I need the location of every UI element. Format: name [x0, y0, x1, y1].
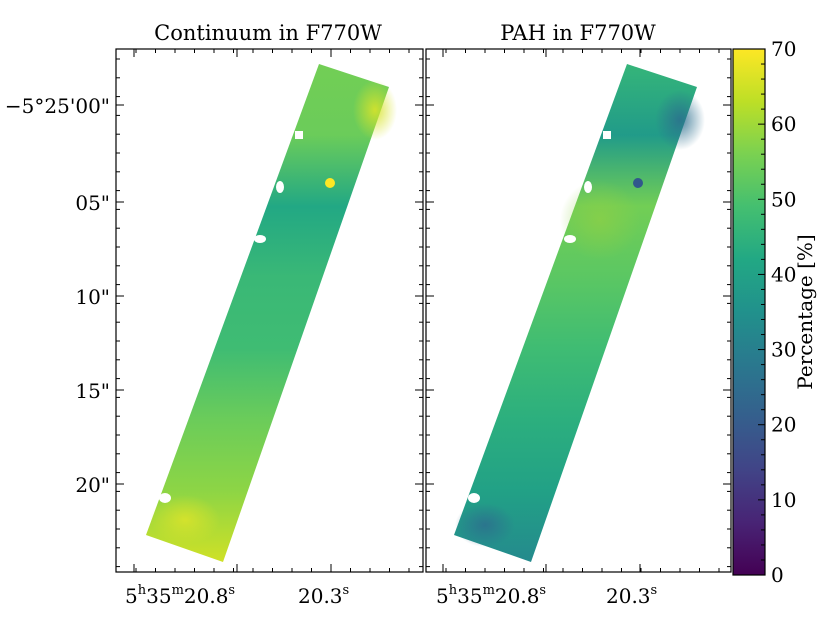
pah-ticks: [426, 49, 731, 572]
continuum-strip: [146, 64, 389, 562]
colorbar-tick-label: 70: [771, 37, 796, 61]
y-tick-label: 15": [75, 379, 110, 403]
y-tick-label: 10": [75, 285, 110, 309]
x-tick-label-ra-2: 20.3s: [298, 583, 349, 608]
pah-axes-frame: [425, 48, 732, 573]
pah-strip: [454, 64, 697, 562]
colorbar-ticks: 0 10 20 30 40 50 60 70: [758, 37, 796, 587]
colorbar-tick-label: 10: [771, 488, 796, 512]
y-tick-label: 20": [75, 473, 110, 497]
y-tick-label: 05": [75, 191, 110, 215]
pah-mask-3: [564, 235, 576, 243]
continuum-mask-4: [159, 493, 171, 503]
colorbar-tick-label: 40: [771, 262, 796, 286]
continuum-mask-2: [276, 181, 284, 193]
continuum-mask-3: [254, 235, 266, 243]
continuum-ticks: [116, 49, 423, 572]
pah-mask-4: [468, 493, 480, 503]
pah-mask-1: [603, 131, 611, 139]
pah-point-source: [633, 178, 643, 188]
continuum-mask-1: [295, 131, 303, 139]
continuum-bright-region-bottom: [150, 495, 220, 545]
panel-continuum: Continuum in F770W −5°25'00" 05" 10" 15"…: [5, 21, 424, 608]
colorbar-tick-label: 50: [771, 187, 796, 211]
pah-bright-region: [560, 180, 640, 260]
colorbar-tick-label: 20: [771, 413, 796, 437]
continuum-axes-frame: [115, 48, 424, 573]
colorbar-tick-label: 60: [771, 112, 796, 136]
panel-pah: PAH in F770W 5h35m20.8s 20.3s: [425, 21, 732, 608]
colorbar-label: Percentage [%]: [793, 234, 817, 389]
panel-title-continuum: Continuum in F770W: [154, 21, 382, 45]
pah-dark-region-bottom: [455, 503, 515, 547]
continuum-bright-region-top: [353, 80, 397, 140]
pah-mask-2: [584, 181, 592, 193]
continuum-point-source: [325, 178, 335, 188]
x-tick-label-ra-1: 5h35m20.8s: [125, 583, 235, 608]
y-tick-label: −5°25'00": [5, 94, 110, 118]
pah-dark-region-top: [655, 90, 705, 150]
colorbar-tick-label: 0: [771, 563, 784, 587]
continuum-y-tick-labels: −5°25'00" 05" 10" 15" 20": [5, 94, 110, 497]
x-tick-label-ra-1: 5h35m20.8s: [436, 583, 546, 608]
colorbar-gradient: [732, 48, 766, 576]
colorbar: 0 10 20 30 40 50 60 70 Percentage [%]: [732, 37, 817, 587]
x-tick-label-ra-2: 20.3s: [606, 583, 657, 608]
panel-title-pah: PAH in F770W: [500, 21, 656, 45]
colorbar-tick-label: 30: [771, 338, 796, 362]
